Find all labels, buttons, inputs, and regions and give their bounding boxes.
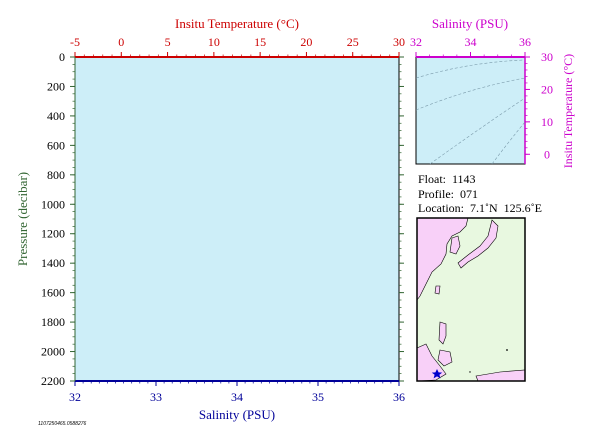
density-contour-1	[415, 59, 526, 79]
salinity-tick-label: 33	[150, 390, 162, 404]
temperature-tick-label: 30	[393, 35, 405, 49]
pressure-tick-label: 200	[47, 79, 65, 93]
float-location: Location: 7.1˚N 125.6˚E	[418, 201, 542, 215]
map-land	[416, 217, 526, 382]
ts-salinity-axis-title: Salinity (PSU)	[432, 16, 508, 31]
pressure-tick-label: 1200	[41, 227, 65, 241]
land-mainland-asia	[416, 217, 469, 301]
salinity-tick-label: 34	[231, 390, 243, 404]
ts-temperature-tick-label: 0	[544, 147, 550, 161]
ts-plot-area	[415, 56, 526, 165]
salinity-tick-label: 35	[312, 390, 324, 404]
ts-temperature-tick-label: 30	[541, 50, 553, 64]
land-korea	[449, 235, 461, 255]
land-taiwan	[434, 285, 441, 295]
map-island-dot	[506, 349, 508, 351]
temperature-tick-label: 15	[254, 35, 266, 49]
profile-plot-area	[74, 56, 400, 382]
temperature-tick-label: 0	[118, 35, 124, 49]
pressure-tick-label: 2200	[41, 374, 65, 388]
ts-temperature-tick-label: 20	[541, 82, 553, 96]
pressure-axis-title: Pressure (decibar)	[15, 172, 30, 266]
land-philippines	[438, 321, 447, 345]
salinity-axis-ticks: 32 33 34 35 36	[69, 381, 405, 404]
pressure-tick-label: 600	[47, 138, 65, 152]
salinity-axis-title: Salinity (PSU)	[199, 407, 275, 422]
pressure-axis-ticks: 0 200 400 600 800 1000 1200 1400 1600 1800 2000 220…	[41, 50, 404, 388]
profile-number: Profile: 071	[418, 187, 478, 201]
temperature-tick-label: 5	[165, 35, 171, 49]
ts-salinity-ticks: 32 34 36	[410, 35, 531, 57]
land-japan	[457, 219, 499, 269]
pressure-tick-label: 1600	[41, 286, 65, 300]
ts-temperature-tick-label: 10	[541, 115, 553, 129]
temperature-tick-label: -5	[70, 35, 80, 49]
pressure-tick-label: 1400	[41, 256, 65, 270]
temperature-axis-title: Insitu Temperature (°C)	[175, 16, 299, 31]
ts-temperature-axis-title: Insitu Temperature (°C)	[561, 54, 575, 168]
ts-salinity-tick-label: 36	[519, 35, 531, 49]
salinity-tick-label: 36	[393, 390, 405, 404]
float-location-star-icon	[431, 369, 443, 379]
ts-diagram: 32 34 36 0 10 20 30 Salinity (PSU) Insitu Tem…	[410, 16, 575, 168]
pressure-tick-label: 0	[59, 50, 65, 64]
temperature-axis-ticks: -5 0 5 10 15 20 25 30	[70, 35, 405, 57]
float-number: Float: 1143	[418, 172, 476, 186]
temperature-tick-label: 25	[347, 35, 359, 49]
salinity-tick-label: 32	[69, 390, 81, 404]
pressure-tick-label: 1000	[41, 197, 65, 211]
ts-salinity-tick-label: 34	[465, 35, 477, 49]
pressure-tick-label: 400	[47, 109, 65, 123]
map-island-dot-2	[469, 371, 471, 373]
pressure-tick-label: 1800	[41, 315, 65, 329]
land-mindanao	[437, 349, 453, 367]
density-contour-2	[415, 77, 526, 111]
pressure-tick-label: 800	[47, 168, 65, 182]
profile-chart: -5 0 5 10 15 20 25 30 32 33 34 35 36 0 200 400 600 800 1…	[15, 16, 405, 422]
float-location-marker	[431, 369, 443, 379]
temperature-tick-label: 10	[208, 35, 220, 49]
ts-temperature-ticks: 0 10 20 30	[525, 50, 553, 161]
footer-id: 1107250465.0588276	[38, 421, 87, 427]
density-contour-3	[429, 97, 526, 165]
ts-salinity-tick-label: 32	[410, 35, 422, 49]
density-contours	[415, 59, 526, 165]
map-frame	[416, 217, 526, 382]
temperature-tick-label: 20	[300, 35, 312, 49]
pressure-tick-label: 2000	[41, 345, 65, 359]
location-map	[416, 217, 526, 382]
